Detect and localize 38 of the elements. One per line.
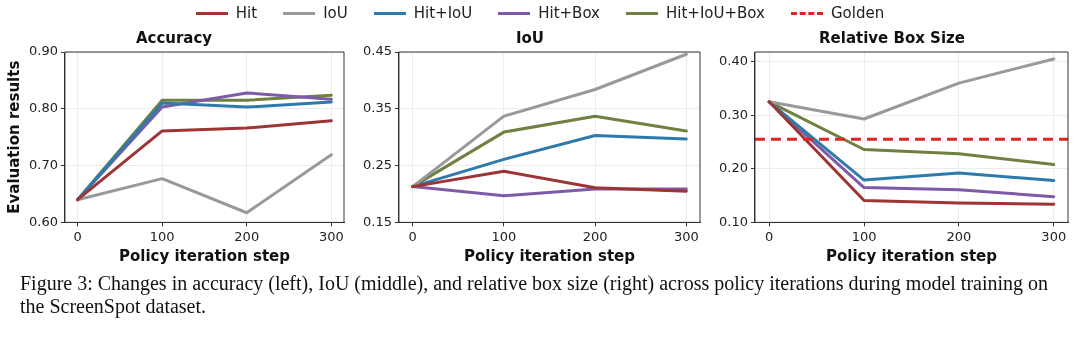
x-axis-title: Policy iteration step <box>118 246 291 265</box>
x-tick-label: 100 <box>491 228 517 244</box>
y-tick-label: 0.80 <box>28 100 58 116</box>
x-tick-label: 300 <box>1041 228 1067 244</box>
legend-label: Hit+IoU <box>413 4 473 22</box>
x-tick-label: 100 <box>851 228 877 244</box>
chart-title: Accuracy <box>135 28 213 47</box>
x-tick-label: 100 <box>149 228 175 244</box>
x-axis-title: Policy iteration step <box>463 246 636 265</box>
legend-label: Golden <box>830 4 885 22</box>
y-tick-label: 0.25 <box>362 156 392 172</box>
x-tick-label: 0 <box>765 228 774 244</box>
x-tick-label: 200 <box>234 228 260 244</box>
y-axis-title: Evaluation results <box>4 60 23 214</box>
x-tick-label: 0 <box>408 228 417 244</box>
y-tick-label: 0.45 <box>362 43 392 59</box>
x-tick-label: 300 <box>318 228 344 244</box>
y-tick-label: 0.20 <box>718 160 748 176</box>
y-tick-label: 0.10 <box>718 213 748 229</box>
legend-label: Hit <box>235 4 258 22</box>
chart-title: Relative Box Size <box>819 28 965 47</box>
x-tick-label: 200 <box>946 228 972 244</box>
legend-label: Hit+Box <box>538 4 600 22</box>
y-tick-label: 0.15 <box>362 213 392 229</box>
y-tick-label: 0.40 <box>718 53 748 69</box>
y-tick-label: 0.60 <box>28 213 58 229</box>
y-tick-label: 0.90 <box>28 43 58 59</box>
x-axis-title: Policy iteration step <box>825 246 998 265</box>
x-tick-label: 200 <box>582 228 608 244</box>
legend-label: IoU <box>323 4 348 22</box>
caption: Figure 3: Changes in accuracy (left), IoU (middle), and relative box size (right) across policy iterations during model training on the ScreenSpot dataset. <box>20 272 1050 318</box>
y-tick-label: 0.35 <box>362 100 392 116</box>
x-tick-label: 0 <box>73 228 82 244</box>
chart-title: IoU <box>515 28 545 47</box>
x-tick-label: 300 <box>673 228 699 244</box>
legend-label: Hit+IoU+Box <box>666 4 765 22</box>
y-tick-label: 0.70 <box>28 156 58 172</box>
y-tick-label: 0.30 <box>718 106 748 122</box>
